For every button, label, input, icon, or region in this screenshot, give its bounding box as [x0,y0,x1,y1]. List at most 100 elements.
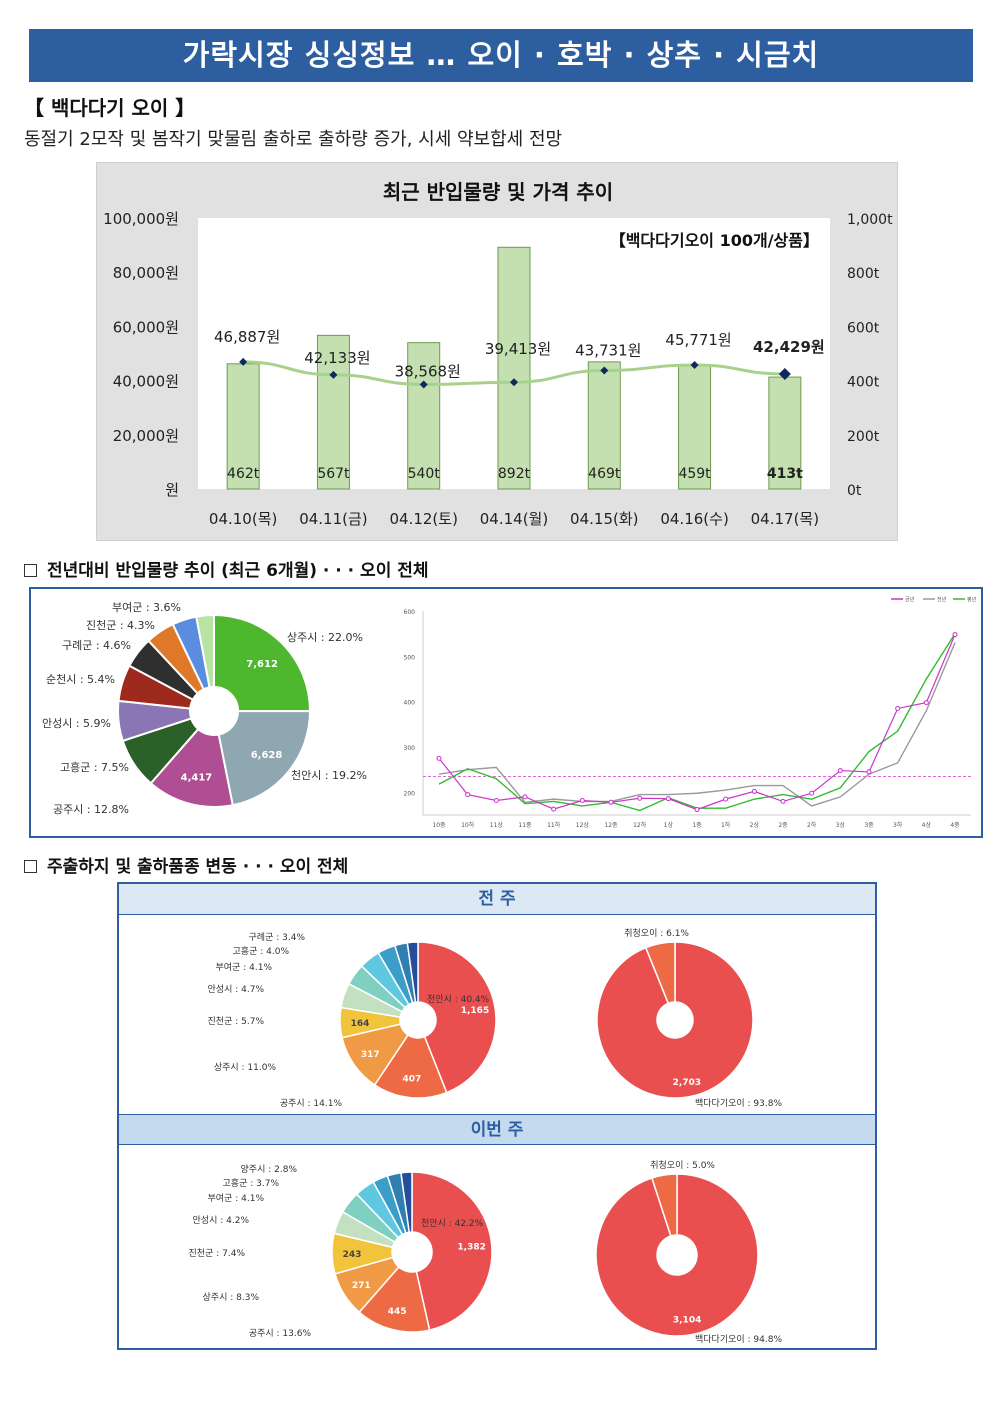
x-tick-label: 11상 [490,821,504,829]
x-tick-label: 2상 [750,821,760,829]
pie-slice [149,727,234,808]
slice-label: 상주시 : 22.0% [287,631,363,644]
volume-label: 413t [767,466,803,482]
trend-point [551,806,557,812]
region-share-pie: 7,612 상주시 : 22.0% 6,628 천안시 : 19.2% 4,417 공주시… [42,601,367,816]
price-marker [510,378,518,387]
slice-label: 백다다기오이 : 93.8% [695,1098,782,1109]
slice-count-label: 3,104 [673,1316,701,1326]
origin-heading: 주출하지 및 출하품종 변동 · · · 오이 전체 [24,852,348,877]
volume-bar [316,334,350,490]
price-label: 42,133원 [304,349,370,367]
price-marker [778,368,791,381]
y-right-tick: 600t [847,320,880,336]
price-label: 42,429원 [753,338,825,356]
this-week-header: 이번 주 [119,1114,875,1145]
slice-label: 공주시 : 12.8% [53,803,129,816]
legend-label: 평년 [967,596,977,603]
trend-point [522,794,528,800]
slice-label: 부여군 : 4.1% [216,961,273,973]
pie-slice [596,941,754,1099]
trend-point [837,768,843,774]
volume-label: 462t [227,466,260,482]
price-marker [690,360,699,369]
volume-label: 459t [678,466,711,482]
slice-count-label: 7,612 [246,659,278,670]
x-tick-label: 2하 [807,821,817,829]
origin-heading-text: 주출하지 및 출하품종 변동 · · · 오이 전체 [47,857,349,877]
y-tick-label: 400 [404,700,416,707]
prev-week-variety-pie: 2,703 백다다기오이 : 93.8% 취청오이 : 6.1% [596,928,782,1109]
y-left-tick: 60,000원 [113,318,179,336]
y-left-tick: 40,000원 [113,373,179,391]
slice-label: 부여군 : 4.1% [208,1192,265,1204]
price-label: 39,413원 [485,340,551,358]
slice-label: 백다다기오이 : 94.8% [695,1334,782,1345]
x-tick-label: 04.15(화) [570,510,638,528]
page-banner: 가락시장 싱싱정보 … 오이 · 호박 · 상추 · 시금치 [29,29,973,82]
chart-subtitle: 【백다다기오이 100개/상품】 [610,231,819,250]
trend-point [952,632,958,638]
slice-count-label: 6,628 [251,750,283,761]
volume-bar [226,363,260,490]
trend-point [751,788,757,794]
volume-bar [497,246,531,490]
trend-point [809,790,815,796]
pie-slice [217,710,312,807]
slice-count-label: 317 [361,1050,380,1060]
pie-slice [650,1173,678,1237]
slice-label: 천안시 : 40.4% [427,994,490,1005]
slice-label: 상주시 : 11.0% [214,1062,277,1073]
slice-count-label: 243 [343,1250,362,1260]
price-label: 38,568원 [395,362,461,380]
x-tick-label: 04.14(월) [480,510,548,528]
x-tick-label: 10하 [461,821,475,829]
volume-label: 540t [408,466,441,482]
pie-slice [417,941,497,1094]
slice-count-label: 407 [402,1075,421,1085]
y-right-tick: 200t [847,429,880,445]
price-label: 46,887원 [214,328,280,346]
price-label: 45,771원 [665,331,731,349]
section-title: 【 백다다기 오이 】 [24,96,196,120]
checkbox-icon [24,860,37,873]
y-tick-label: 300 [404,745,416,752]
trend-series-line [438,633,956,812]
x-tick-label: 12중 [604,822,618,829]
pie-slice [195,613,215,689]
slice-label: 진천군 : 4.3% [86,618,155,632]
price-volume-chart-panel: 최근 반입물량 및 가격 추이 【백다다기오이 100개/상품】 원 20,000원 4… [96,162,898,541]
trend-point [665,796,671,802]
trend-point [895,705,901,711]
checkbox-icon [24,564,37,577]
x-tick-label: 11중 [518,822,532,829]
x-tick-label: 3하 [893,821,903,829]
y-left-tick: 원 [165,481,179,499]
y-right-tick: 0t [847,483,862,499]
slice-count-label: 2,703 [673,1078,701,1088]
y-tick-label: 500 [404,654,416,661]
x-tick-label: 04.12(토) [389,510,457,528]
slice-label: 양주시 : 2.8% [241,1164,298,1175]
trend-point [579,797,585,803]
trend-point [493,797,499,803]
legend-label: 전년 [937,596,947,603]
trend-point [465,792,471,798]
x-tick-label: 4중 [950,822,960,829]
volume-label: 469t [588,466,621,482]
slice-label: 천안시 : 19.2% [291,768,367,782]
slice-label: 안성시 : 5.9% [42,717,111,730]
slice-label: 천안시 : 42.2% [421,1218,484,1229]
trend-series-line [438,642,956,807]
legend-label: 금년 [905,596,915,603]
volume-bar [768,376,802,490]
pie-slice [595,1173,759,1337]
slice-label: 안성시 : 4.2% [193,1215,250,1226]
volume-bar [587,361,621,490]
x-tick-label: 04.17(목) [751,510,819,528]
this-week-variety-pie: 3,104 백다다기오이 : 94.8% 취청오이 : 5.0% [595,1160,782,1345]
slice-count-label: 4,417 [181,773,213,784]
trend-point [637,795,643,801]
slice-label: 부여군 : 3.6% [112,601,181,614]
slice-label: 고흥군 : 7.5% [60,760,129,774]
